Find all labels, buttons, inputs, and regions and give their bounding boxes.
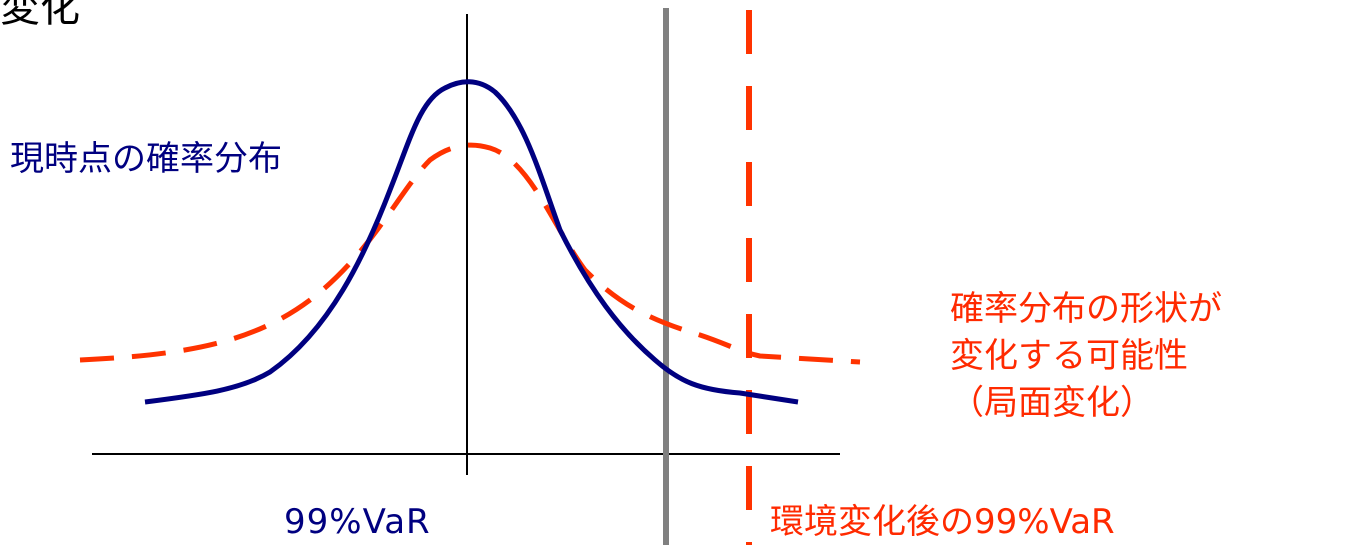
current-distribution-label: 現時点の確率分布 [10, 139, 282, 179]
current-distribution-curve [144, 79, 799, 405]
var-99-label: 99%VaR [284, 502, 431, 542]
note-line-1: 確率分布の形状が [950, 289, 1222, 329]
title-fragment: 変化 [0, 0, 80, 31]
note-line-3: （局面変化） [950, 383, 1154, 423]
note-line-2: 変化する可能性 [950, 336, 1188, 376]
shape-change-note: 確率分布の形状が 変化する可能性 （局面変化） [950, 286, 1222, 427]
var-99-after-label: 環境変化後の99%VaR [770, 502, 1115, 542]
changed-distribution-curve [79, 142, 861, 365]
